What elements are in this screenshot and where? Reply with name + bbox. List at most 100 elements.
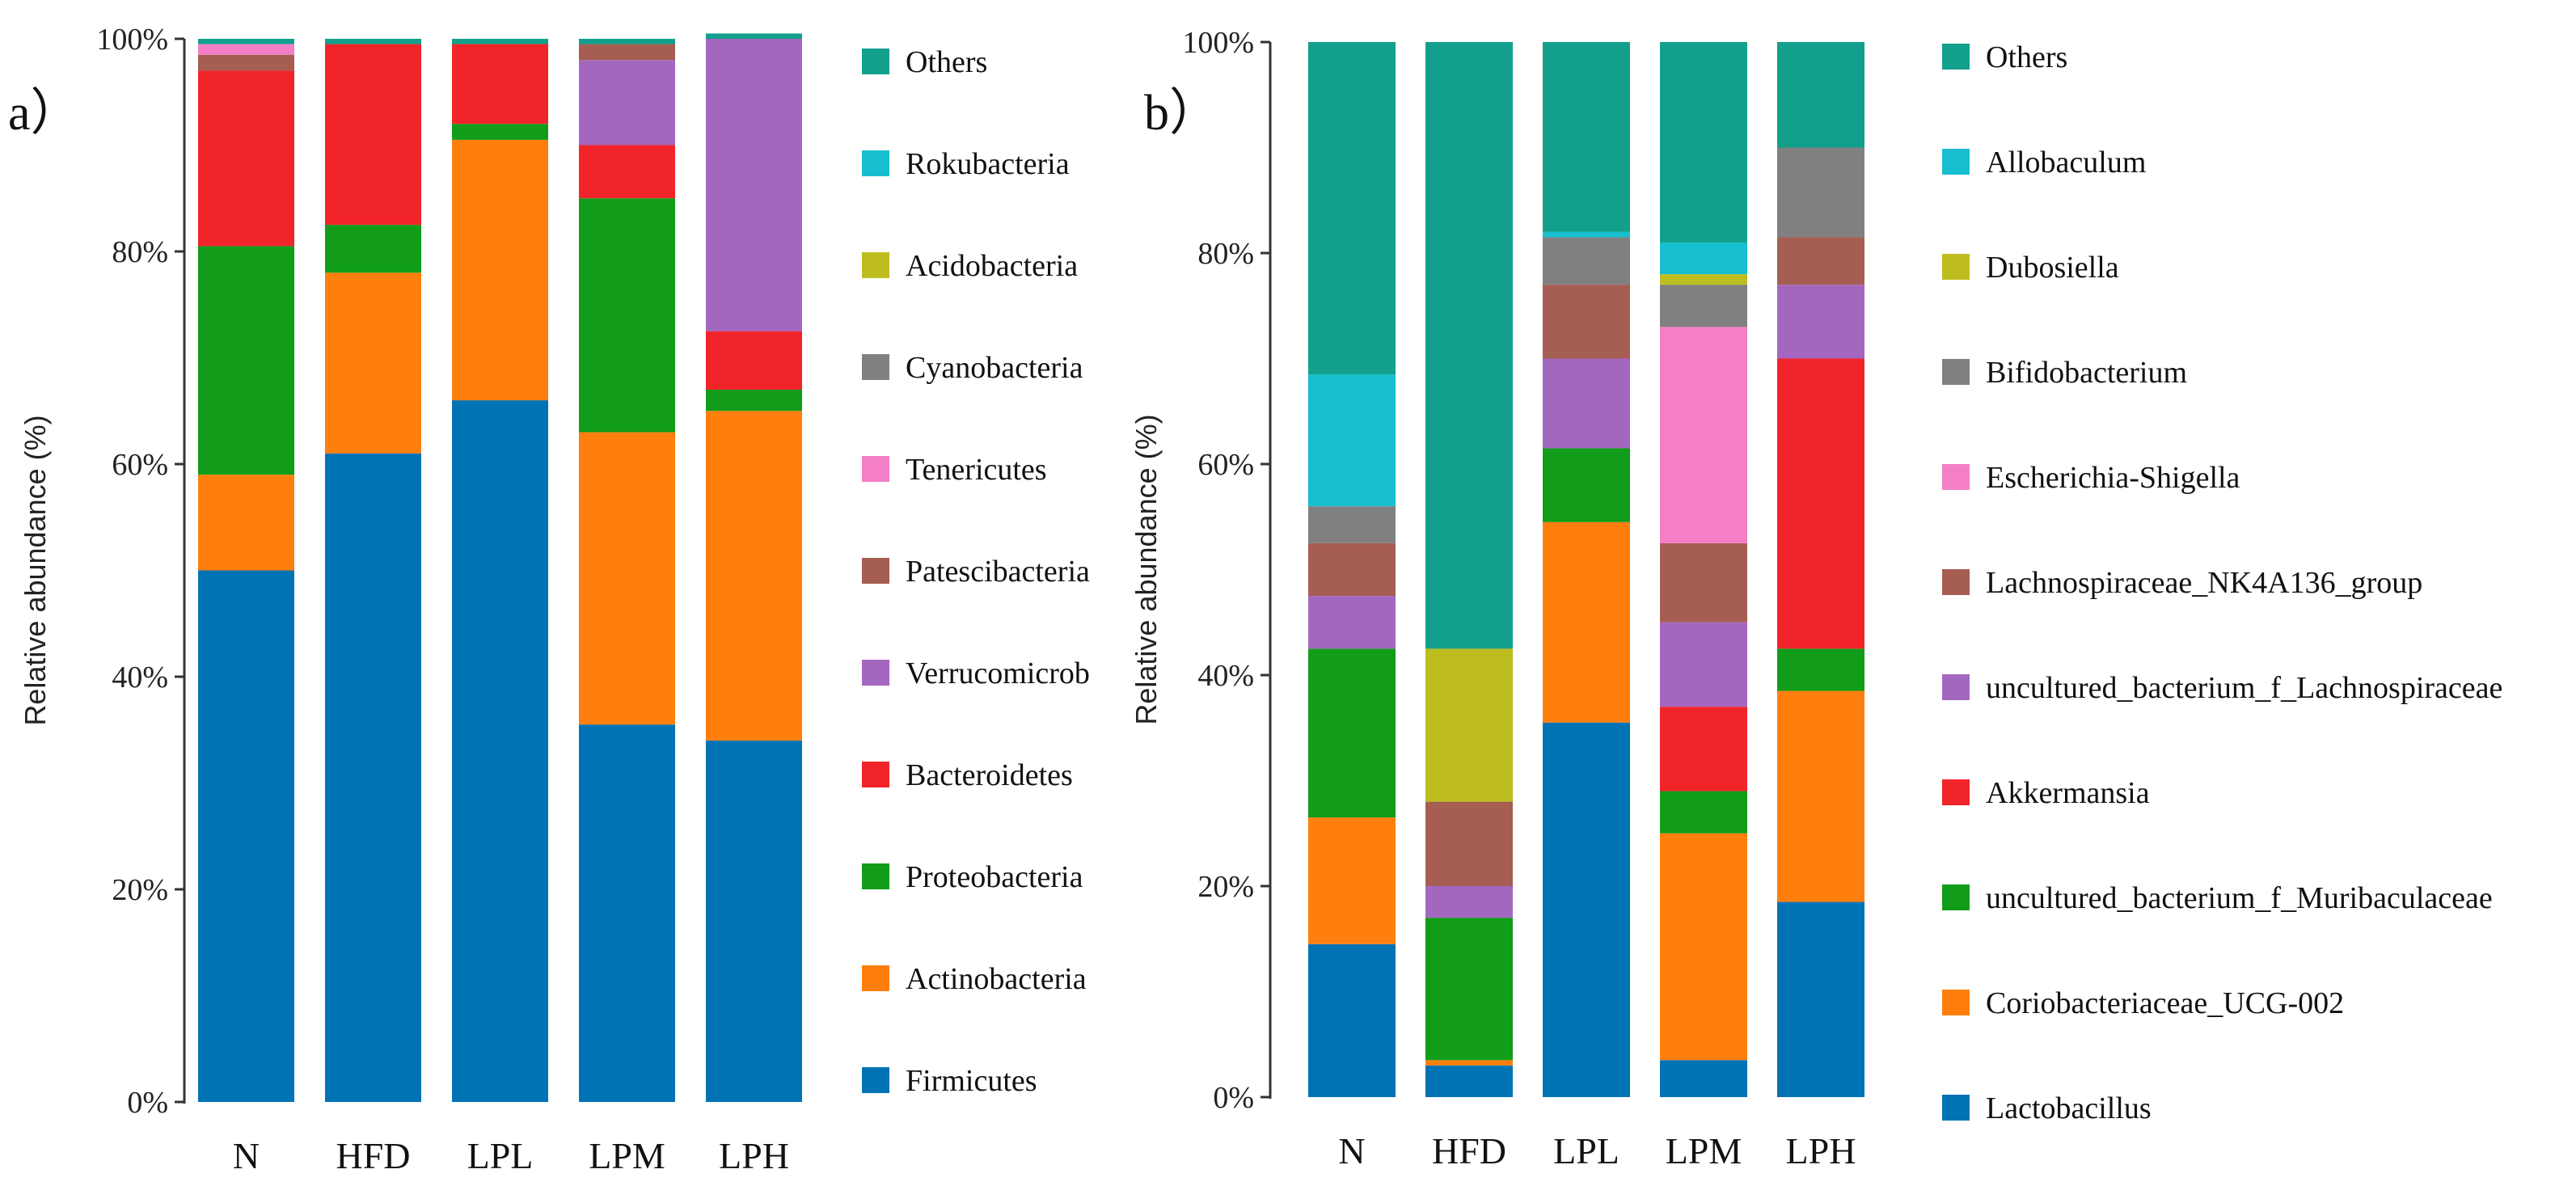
y-tick-label: 0%	[127, 1086, 168, 1120]
legend-swatch	[1942, 990, 1970, 1015]
x-tick-label: LPM	[1666, 1130, 1742, 1171]
x-tick-label: HFD	[1432, 1130, 1506, 1171]
legend-swatch	[862, 1067, 889, 1093]
bar-segment	[198, 570, 294, 1102]
legend-swatch	[862, 965, 889, 991]
legend-label: Acidobacteria	[906, 249, 1078, 283]
bar-segment	[1660, 242, 1747, 275]
bar-segment	[1308, 374, 1396, 507]
bar-segment	[452, 39, 548, 44]
bar-segment	[452, 44, 548, 125]
bar-segment	[1308, 506, 1396, 543]
bar-segment	[1543, 448, 1630, 522]
legend-swatch	[862, 49, 889, 74]
bar-segment	[1777, 147, 1864, 238]
y-axis-label: Relative abundance (%)	[1130, 414, 1163, 724]
legend-label: Lactobacillus	[1986, 1091, 2152, 1125]
bar-segment	[1308, 596, 1396, 649]
bar-segment	[1660, 42, 1747, 243]
bar-segment	[706, 740, 802, 1102]
y-tick-label: 80%	[112, 235, 168, 269]
bar-segment	[325, 44, 421, 226]
legend-label: Others	[1986, 40, 2067, 74]
legend-swatch	[862, 863, 889, 889]
legend-swatch	[1942, 884, 1970, 910]
legend-label: Bacteroidetes	[906, 758, 1073, 792]
bar-segment	[325, 39, 421, 44]
bar-segment	[1660, 791, 1747, 834]
legend-label: Patescibacteria	[906, 555, 1090, 589]
bar-segment	[198, 475, 294, 571]
bar-segment	[1543, 521, 1630, 723]
legend-swatch	[862, 762, 889, 787]
bar-segment	[579, 60, 675, 146]
bar-segment	[1425, 1065, 1513, 1097]
legend-swatch	[1942, 779, 1970, 805]
legend-swatch	[862, 456, 889, 482]
legend-label: Proteobacteria	[906, 860, 1083, 894]
y-tick-label: 60%	[1197, 448, 1254, 482]
legend-swatch	[862, 660, 889, 686]
bar-segment	[1777, 237, 1864, 285]
bar-segment	[1308, 648, 1396, 818]
bar-segment	[579, 145, 675, 199]
legend-swatch	[1942, 359, 1970, 385]
panel-a: a） Relative abundance (%) N HFD LPL LPM LPH 0% 2…	[8, 23, 1090, 1176]
bar-segment	[1543, 237, 1630, 285]
legend-label: Verrucomicrob	[906, 656, 1090, 690]
legend-label: Allobaculum	[1986, 146, 2146, 179]
bar-segment	[325, 272, 421, 454]
y-tick-label: 100%	[1182, 26, 1254, 60]
x-tick-label: N	[1338, 1130, 1365, 1171]
legend-swatch	[862, 150, 889, 176]
legend-label: Dubosiella	[1986, 251, 2119, 285]
bar-segment	[1777, 690, 1864, 902]
legend-label: Lachnospiraceae_NK4A136_group	[1986, 566, 2422, 600]
bar-segment	[579, 198, 675, 433]
bar-segment	[1308, 817, 1396, 944]
bar-segment	[706, 39, 802, 331]
y-tick-label: 40%	[112, 661, 168, 694]
legend-swatch	[1942, 1095, 1970, 1121]
legend-label: Others	[906, 45, 987, 79]
legend-label: Akkermansia	[1986, 776, 2150, 810]
panel-label: a）	[8, 86, 81, 141]
bar-segment	[1660, 707, 1747, 792]
y-axis-label: Relative abundance (%)	[19, 415, 52, 725]
bar-segment	[1425, 648, 1513, 802]
bar-segment	[1777, 358, 1864, 649]
y-tick-label: 20%	[1197, 870, 1254, 904]
bar-segment	[1660, 622, 1747, 707]
bar-segment	[1425, 1060, 1513, 1066]
legend-label: Actinobacteria	[906, 962, 1087, 996]
x-tick-label: LPH	[1786, 1130, 1856, 1171]
x-tick-label: HFD	[336, 1135, 410, 1176]
x-tick-label: N	[233, 1135, 260, 1176]
bar-segment	[1660, 274, 1747, 285]
legend-swatch	[1942, 569, 1970, 595]
bar-segment	[1543, 358, 1630, 449]
panel-label: b）	[1144, 86, 1219, 141]
bar-segment	[1660, 833, 1747, 1061]
legend-swatch	[1942, 44, 1970, 70]
legend-swatch	[862, 558, 889, 584]
bar-segment	[1777, 42, 1864, 148]
bar-segment	[1425, 918, 1513, 1061]
bar-segment	[452, 400, 548, 1103]
legend-label: Cyanobacteria	[906, 351, 1083, 385]
legend-label: Bifidobacterium	[1986, 356, 2187, 390]
y-tick-label: 100%	[96, 23, 168, 57]
bar-segment	[1660, 285, 1747, 327]
panel-b: b） Relative abundance (%) N HFD LPL LPM LPH 0% 2…	[1130, 26, 2502, 1171]
bar-segment	[706, 331, 802, 390]
y-tick-label: 0%	[1213, 1081, 1254, 1115]
bar-segment	[579, 39, 675, 44]
bar-segment	[706, 411, 802, 741]
bar-segment	[1308, 542, 1396, 597]
bar-segment	[1425, 801, 1513, 886]
bar-segment	[1308, 943, 1396, 1097]
bar-segment	[325, 453, 421, 1102]
bar-segment	[579, 44, 675, 61]
bar-segment	[1543, 285, 1630, 359]
